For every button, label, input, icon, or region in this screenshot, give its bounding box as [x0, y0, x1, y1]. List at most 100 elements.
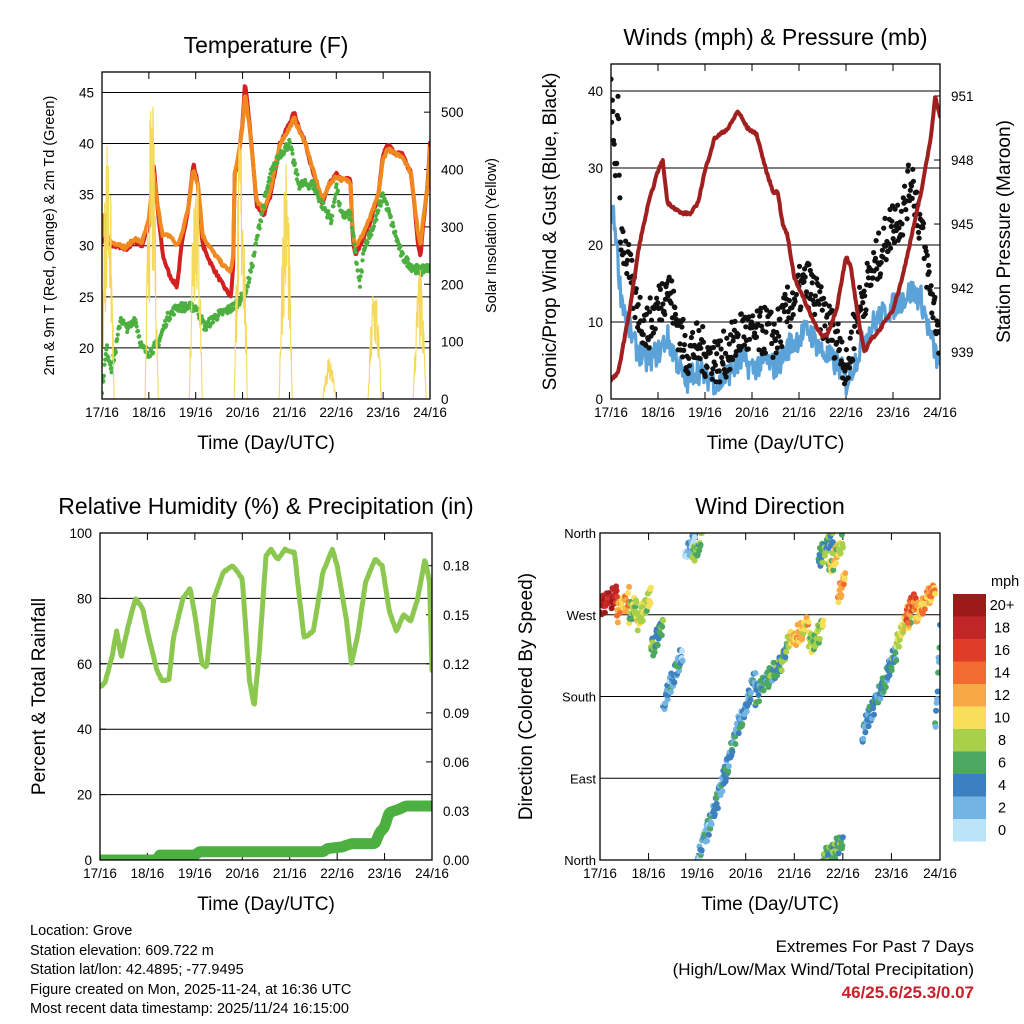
wind-direction-point — [752, 670, 759, 676]
wind-direction-x-tick-label: 21/16 — [777, 866, 811, 881]
wind-direction-point — [732, 741, 739, 747]
winds-series-gust — [611, 76, 940, 387]
winds-series-gust-point — [764, 307, 770, 313]
humidity-y2-tick-label: 0.09 — [443, 706, 469, 721]
temperature-series-2m-td-point — [163, 318, 168, 323]
temperature-x-tick-label: 22/16 — [319, 405, 353, 420]
extremes-block: Extremes For Past 7 Days (High/Low/Max W… — [673, 935, 974, 1004]
wind-direction-y-tick-label: South — [562, 690, 596, 705]
wind-direction-point — [886, 672, 893, 679]
temperature-series-2m-td-point — [335, 188, 340, 193]
colorbar-label: 18 — [994, 621, 1010, 637]
temperature-series-2m-td-point — [359, 269, 364, 274]
winds-series-gust-point — [757, 313, 763, 319]
temperature-series-2m-td-point — [398, 244, 403, 249]
winds-series-gust-point — [694, 320, 700, 326]
winds-series-gust-point — [752, 330, 758, 336]
winds-series-gust-point — [845, 375, 851, 381]
humidity-frame — [99, 532, 433, 861]
winds-series-gust-point — [629, 257, 635, 263]
temperature-series-2m-td-point — [294, 168, 299, 173]
humidity-x-tick-label: 18/16 — [131, 866, 165, 881]
wind-direction-xlabel: Time (Day/UTC) — [701, 894, 839, 915]
winds-series-gust-point — [865, 275, 872, 281]
temperature-series-2m-td-point — [349, 225, 354, 230]
humidity-x-tick-label: 22/16 — [320, 866, 354, 881]
wind-direction-point — [671, 679, 678, 686]
temperature-series-2m-td-point — [103, 357, 108, 362]
winds-series-gust-point — [917, 211, 923, 217]
temperature-series-2m-td-point — [352, 242, 357, 247]
solar-insolation-spike — [233, 142, 248, 399]
wind-direction-point — [865, 723, 872, 730]
winds-series-gust-point — [633, 286, 639, 292]
winds-series-gust-point — [868, 282, 874, 288]
colorbar-label: 16 — [994, 643, 1010, 659]
winds-series-gust-point — [654, 295, 660, 301]
wind-direction-point — [760, 687, 767, 694]
wind-direction-point — [934, 696, 940, 703]
wind-direction-point — [904, 619, 911, 626]
winds-series-gust-point — [717, 379, 723, 385]
winds-series-gust-point — [819, 307, 825, 313]
wind-direction-point — [624, 590, 631, 597]
temperature-x-tick-label: 21/16 — [273, 405, 307, 420]
temperature-y2-tick-label: 300 — [441, 220, 464, 235]
winds-series-gust-point — [620, 228, 626, 235]
winds-series-gust-point — [843, 347, 850, 353]
winds-series-gust-point — [905, 162, 912, 168]
winds-x-tick-label: 17/16 — [594, 405, 628, 420]
wind-direction-point — [839, 544, 846, 551]
temperature-series-2m-td-point — [340, 209, 345, 214]
temperature-x-tick-label: 23/16 — [366, 405, 400, 420]
wind-direction-point — [860, 735, 867, 742]
humidity-x-tick-label: 20/16 — [225, 866, 259, 881]
winds-series-gust-point — [727, 366, 733, 372]
temperature-x-tick-label: 24/16 — [413, 405, 447, 420]
temperature-series-2m-td-point — [312, 183, 317, 188]
winds-series-gust-point — [877, 271, 884, 277]
wind-direction-point — [936, 644, 940, 651]
temperature-series-2m-td-point — [258, 219, 264, 224]
temperature-series-2m-td-point — [210, 320, 216, 325]
temperature-series-2m-td-point — [334, 182, 339, 187]
temperature-x-tick-label: 17/16 — [85, 405, 119, 420]
wind-direction-point — [614, 619, 621, 626]
wind-direction-point — [841, 576, 848, 582]
winds-y-tick-label: 40 — [588, 84, 603, 99]
winds-series-gust-point — [743, 324, 749, 330]
winds-series-gust-point — [808, 291, 814, 297]
humidity-y2-tick-label: 0.18 — [443, 559, 469, 574]
winds-series-gust-point — [700, 339, 707, 345]
wind-direction-point — [820, 622, 826, 629]
winds-series-gust-point — [903, 207, 909, 213]
temperature-series-2m-td-point — [326, 209, 331, 214]
temperature-y2-tick-label: 100 — [441, 335, 464, 350]
colorbar-label: 6 — [998, 756, 1006, 772]
humidity-y2-tick-label: 0.12 — [443, 657, 469, 672]
temperature-series-2m-td-point — [113, 350, 118, 355]
winds-series-gust-point — [909, 195, 915, 201]
winds-series-gust-point — [784, 319, 790, 325]
winds-series-gust-point — [753, 334, 760, 340]
wind-direction-point — [747, 689, 754, 696]
wind-direction-point — [699, 533, 705, 536]
wind-direction-panel: Wind DirectionNorthEastSouthWestNorth17/… — [516, 493, 1019, 915]
solar-insolation-spike — [367, 295, 382, 399]
temperature-series-2m-td-point — [135, 328, 141, 334]
winds-series-gust-point — [655, 300, 661, 306]
wind-direction-point — [701, 831, 708, 838]
winds-series-gust-point — [696, 327, 702, 334]
winds-series-gust-point — [792, 298, 798, 305]
winds-series-gust-point — [857, 284, 863, 290]
wind-direction-x-tick-label: 20/16 — [729, 866, 763, 881]
wind-direction-point — [633, 599, 640, 606]
temperature-series-2m-td-point — [164, 322, 169, 327]
temperature-series-2m-td-point — [115, 332, 120, 337]
winds-series-gust-point — [879, 247, 886, 253]
wind-direction-point — [778, 667, 785, 674]
wind-direction-point — [739, 721, 746, 728]
temperature-series-2m-td-point — [287, 140, 293, 145]
wind-direction-point — [933, 707, 940, 714]
wind-direction-point — [840, 581, 847, 588]
